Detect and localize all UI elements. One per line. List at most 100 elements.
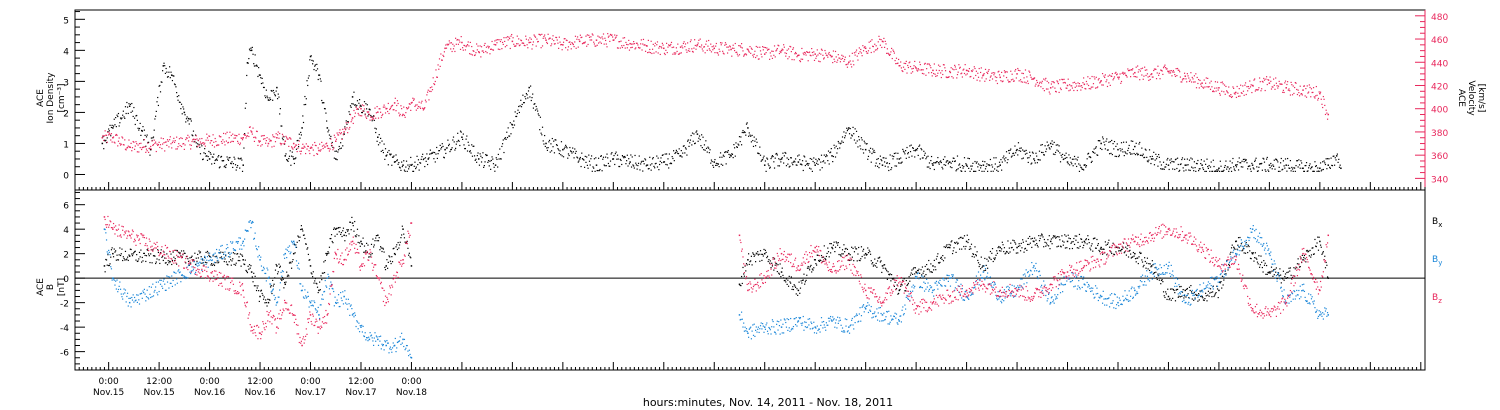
bx-point: [1119, 249, 1121, 252]
bx-point: [197, 253, 199, 256]
density-point: [102, 136, 104, 138]
density-point: [532, 107, 535, 109]
density-point: [1268, 164, 1271, 166]
velocity-point: [187, 134, 189, 136]
bx-point: [989, 257, 991, 259]
density-point: [942, 158, 945, 161]
velocity-point: [672, 53, 674, 55]
velocity-point: [742, 50, 744, 52]
by-point: [120, 293, 122, 295]
velocity-point: [705, 40, 708, 42]
velocity-point: [101, 136, 104, 139]
bx-point: [171, 259, 174, 262]
density-point: [559, 150, 561, 152]
bx-point: [851, 256, 853, 258]
velocity-point: [558, 47, 560, 49]
density-point: [457, 139, 460, 142]
density-point: [274, 95, 277, 97]
velocity-point: [250, 131, 253, 133]
density-point: [1158, 153, 1160, 156]
bx-point: [1274, 268, 1276, 270]
density-point: [576, 156, 578, 158]
density-point: [1007, 159, 1009, 161]
velocity-point: [307, 145, 309, 147]
velocity-point: [490, 48, 492, 50]
density-point: [1172, 168, 1174, 170]
density-point: [290, 155, 293, 157]
bx-point: [1173, 289, 1175, 292]
density-point: [839, 147, 841, 149]
bx-point: [1155, 277, 1158, 279]
velocity-point: [760, 53, 762, 55]
bx-point: [1190, 284, 1192, 287]
density-point: [1195, 170, 1197, 172]
by-point: [131, 299, 134, 301]
density-point: [717, 163, 720, 165]
velocity-point: [424, 99, 427, 101]
velocity-point: [1188, 77, 1190, 79]
density-point: [1175, 158, 1177, 160]
velocity-point: [753, 53, 755, 55]
velocity-point: [533, 34, 535, 36]
velocity-point: [267, 142, 270, 145]
bx-point: [1115, 246, 1118, 248]
velocity-point: [133, 148, 136, 150]
bx-point: [268, 298, 270, 301]
bx-point: [190, 256, 192, 258]
bx-point: [1213, 295, 1215, 298]
density-point: [615, 151, 617, 153]
density-point: [115, 125, 117, 128]
velocity-point: [1324, 113, 1327, 116]
density-point: [1285, 164, 1287, 166]
bx-point: [310, 272, 312, 274]
velocity-point: [381, 114, 383, 117]
density-point: [391, 164, 393, 166]
velocity-point: [328, 150, 331, 152]
by-point: [150, 286, 153, 288]
density-point: [726, 151, 728, 153]
velocity-point: [354, 112, 356, 114]
density-point: [138, 129, 140, 131]
velocity-point: [594, 45, 596, 47]
bx-point: [954, 241, 956, 244]
density-point: [692, 140, 694, 142]
density-point: [593, 158, 595, 160]
velocity-point: [548, 38, 550, 40]
velocity-point: [1162, 67, 1165, 69]
velocity-point: [930, 67, 932, 69]
velocity-point: [1108, 82, 1110, 84]
bx-point: [913, 267, 915, 269]
velocity-point: [353, 109, 355, 112]
bx-point: [988, 256, 990, 258]
density-point: [757, 152, 759, 154]
density-point: [126, 101, 128, 104]
density-point: [464, 147, 466, 150]
velocity-point: [686, 51, 688, 53]
velocity-tick-label: 400: [1431, 106, 1448, 116]
density-point: [213, 162, 216, 164]
density-point: [184, 114, 186, 116]
bx-point: [1000, 250, 1002, 252]
density-point: [926, 166, 928, 168]
density-point: [389, 153, 391, 155]
bx-point: [1095, 247, 1097, 249]
velocity-point: [490, 48, 492, 50]
velocity-point: [1000, 80, 1002, 82]
bx-point: [833, 241, 835, 243]
velocity-point: [572, 43, 574, 46]
velocity-point: [175, 148, 177, 150]
density-point: [612, 158, 615, 160]
velocity-point: [577, 46, 579, 48]
b-tick-label: 4: [63, 226, 69, 236]
density-point: [186, 116, 188, 118]
density-point: [979, 164, 981, 166]
density-point: [1202, 168, 1205, 171]
bx-point: [881, 271, 883, 274]
velocity-point: [883, 46, 886, 48]
density-point: [677, 152, 679, 155]
density-point: [1209, 170, 1211, 172]
velocity-point: [207, 139, 209, 141]
velocity-point: [515, 43, 518, 45]
velocity-point: [974, 67, 976, 70]
density-point: [1201, 164, 1203, 166]
